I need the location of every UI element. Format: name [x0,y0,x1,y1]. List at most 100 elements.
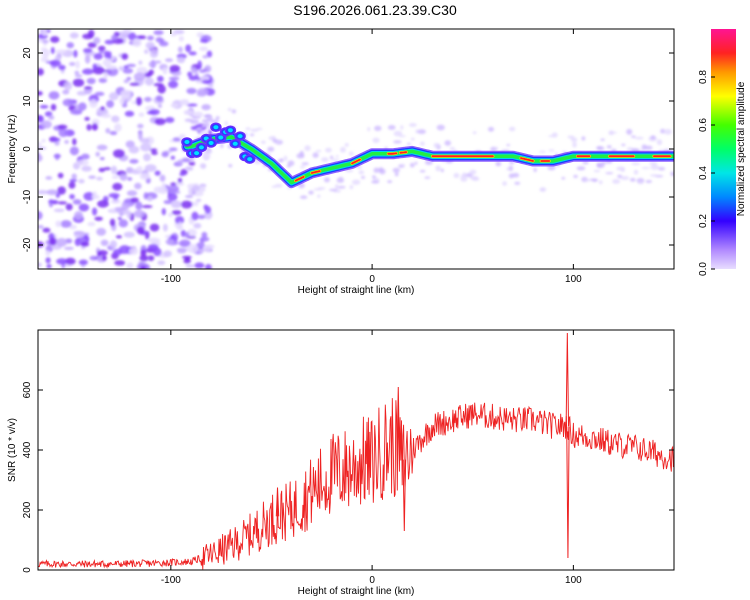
noise-blob [87,29,95,38]
noise-blob [174,216,185,225]
noise-blob [101,255,107,261]
noise-blob [161,208,166,216]
halo-blob [539,150,546,153]
spectrogram-ylabel: Frequency (Hz) [7,115,18,184]
noise-blob [167,185,180,193]
noise-blob [100,239,109,247]
noise-blob [73,49,78,58]
noise-blob [69,32,79,39]
halo-blob [573,174,578,178]
noise-blob [129,82,140,86]
halo-blob [401,163,405,168]
noise-blob [123,79,130,84]
noise-blob [161,151,169,158]
noise-blob [191,69,199,74]
snr-spike [396,386,400,455]
noise-blob [41,48,50,58]
noise-blob [196,88,209,96]
noise-blob [50,36,60,43]
noise-blob [47,199,59,204]
noise-blob [198,249,204,253]
noise-blob [70,109,83,115]
colorbar-label: Normalized spectral amplitude [736,81,747,216]
noise-blob [185,264,195,268]
halo-blob [539,188,545,191]
noise-blob [69,61,76,66]
noise-blob [42,227,51,233]
halo-blob [494,146,499,150]
noise-blob [72,199,82,205]
noise-blob [86,77,96,85]
noise-blob [111,34,118,41]
noise-blob [136,165,143,172]
noise-blob [57,201,68,205]
noise-blob [118,66,124,71]
noise-blob [45,250,51,256]
halo-blob [400,125,404,130]
noise-blob [162,223,168,232]
snr-spike [402,459,407,532]
noise-blob [141,204,153,209]
x-tick-label: 100 [565,575,582,586]
noise-blob [155,95,163,102]
noise-blob [48,115,55,120]
noise-blob [74,70,80,75]
noise-blob [104,50,110,59]
noise-blob [83,48,93,54]
noise-blob [165,58,173,63]
noise-blob [184,231,190,238]
halo-blob [414,161,418,165]
noise-blob [99,156,105,161]
noise-blob [52,137,61,142]
noise-blob [128,145,140,154]
halo-blob [268,136,277,141]
noise-blob [50,103,57,111]
halo-blob [591,178,598,182]
noise-blob [139,254,149,262]
noise-blob [180,200,193,209]
halo-blob [512,172,520,178]
halo-blob [419,169,426,173]
halo-blob [641,167,651,170]
noise-blob [139,172,151,180]
halo-blob [576,166,586,171]
noise-blob [48,91,60,100]
noise-blob [137,123,144,129]
halo-blob [287,160,295,167]
noise-blob [153,30,164,36]
halo-blob [616,166,625,171]
noise-blob [164,234,171,239]
noise-blob [41,29,48,36]
halo-blob [650,164,660,170]
ridge-blob-core [218,135,224,140]
noise-blob [186,244,199,253]
halo-blob [471,176,480,182]
halo-blob [649,161,658,166]
noise-blob [38,91,43,96]
noise-blob [41,138,46,143]
noise-blob [154,170,161,176]
noise-blob [149,148,158,152]
noise-blob [63,81,73,91]
snr-frame [37,329,675,571]
noise-blob [64,139,69,144]
noise-blob [187,228,197,237]
noise-blob [175,181,185,186]
noise-blob [144,164,157,172]
noise-blob [177,177,183,183]
noise-blob [177,46,183,53]
noise-blob [127,32,137,41]
noise-blob [119,97,125,105]
halo-blob [387,180,393,184]
halo-blob [612,178,621,184]
noise-blob [68,181,76,189]
noise-blob [50,47,55,54]
noise-blob [186,235,196,239]
halo-blob [514,181,521,185]
noise-blob [88,175,96,179]
halo-blob [596,163,605,168]
noise-blob [56,238,68,247]
noise-blob [186,87,197,95]
noise-blob [39,104,49,109]
